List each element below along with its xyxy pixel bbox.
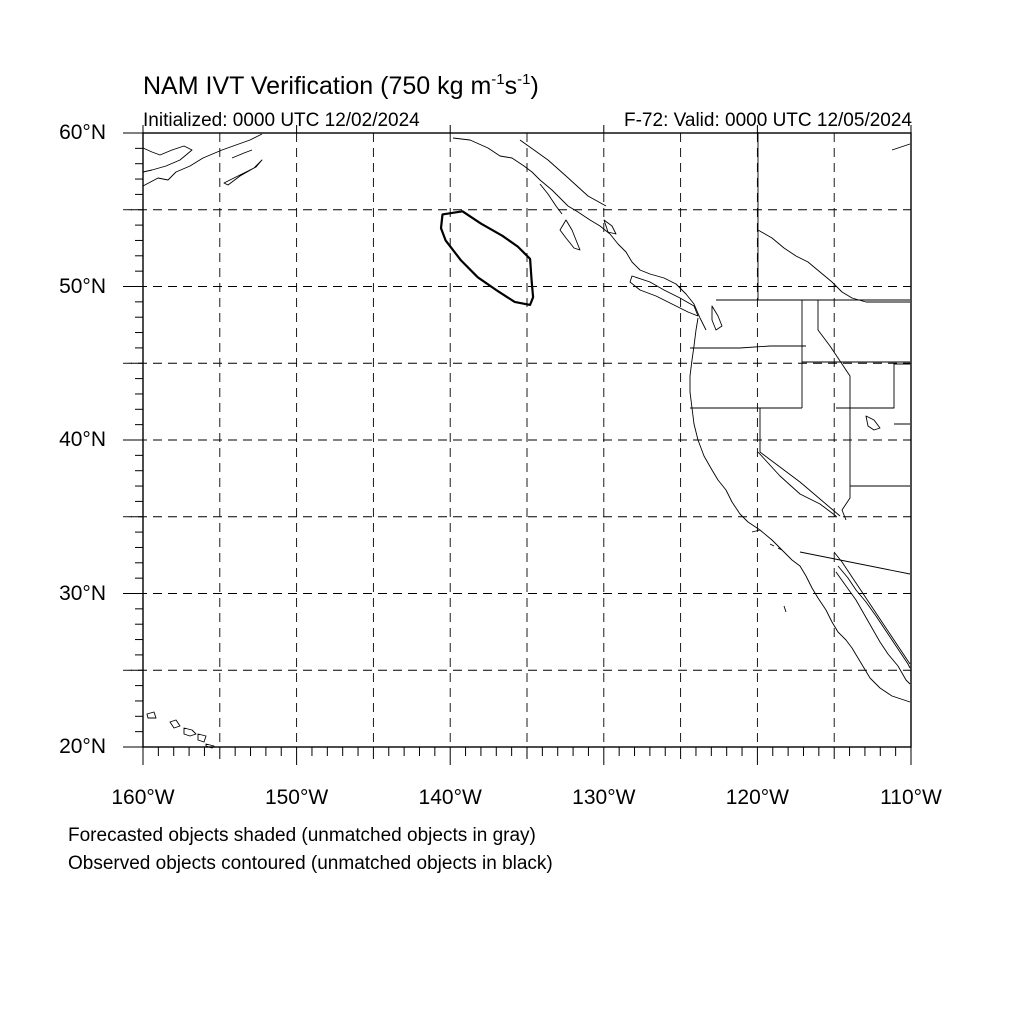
lon-label: 160°W [111, 786, 175, 809]
valid-time-label: F-72: Valid: 0000 UTC 12/05/2024 [624, 110, 912, 131]
axis-ticks [123, 125, 912, 765]
lat-label: 60°N [59, 121, 106, 144]
observed-objects [439, 210, 535, 306]
observed-ivt-object [439, 210, 535, 306]
lon-label: 130°W [572, 786, 636, 809]
baja-gulf-coast [833, 551, 911, 665]
lat-label: 40°N [59, 428, 106, 451]
map-title: NAM IVT Verification (750 kg m-1s-1) [143, 71, 539, 100]
observed-note: Observed objects contoured (unmatched ob… [68, 853, 553, 874]
alaska-coastline [142, 133, 263, 187]
lat-label: 20°N [59, 735, 106, 758]
lat-label: 30°N [59, 581, 106, 605]
lon-label: 140°W [418, 786, 482, 809]
alaska-islands [223, 149, 263, 186]
baja-inner-coast [835, 571, 911, 685]
graticule [123, 133, 911, 747]
hudson-bay-edge [891, 143, 911, 151]
us-west-coastline [689, 317, 911, 703]
state-borders [690, 132, 911, 575]
lon-label: 150°W [264, 786, 329, 809]
initialized-label: Initialized: 0000 UTC 12/02/2024 [143, 110, 420, 131]
interior-boundary [757, 229, 910, 303]
panhandle-islands [539, 183, 617, 251]
great-salt-lake [865, 415, 881, 431]
lat-label: 50°N [59, 274, 106, 298]
coastlines [142, 132, 911, 749]
gulf-of-alaska-coastline [452, 137, 707, 331]
puget-sound [711, 305, 723, 331]
bc-border [519, 139, 607, 207]
hawaii-islands [146, 711, 215, 749]
vancouver-island [629, 275, 699, 317]
forecast-note: Forecasted objects shaded (unmatched obj… [68, 825, 536, 846]
lon-label: 110°W [880, 786, 942, 809]
mexico-mainland-coast [837, 565, 911, 669]
channel-islands [751, 529, 787, 613]
lon-label: 120°W [725, 786, 790, 809]
